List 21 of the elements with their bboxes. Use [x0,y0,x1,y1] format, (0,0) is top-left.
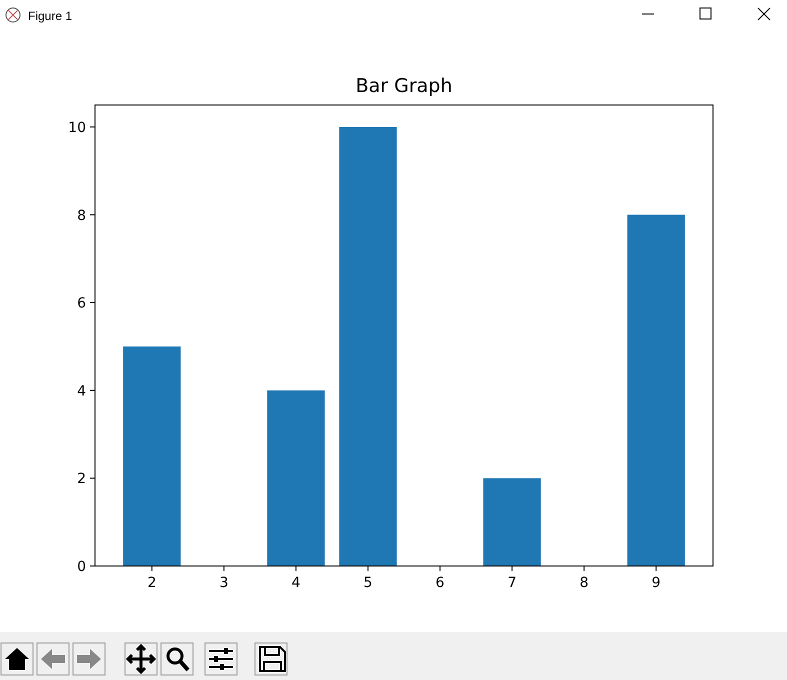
bar [483,478,541,566]
x-tick-label: 7 [508,575,517,591]
chart-title: Bar Graph [356,75,452,97]
y-tick-label: 6 [77,296,86,312]
caption: Figure 1 [28,9,72,23]
x-tick-label: 6 [436,575,445,591]
x-tick-label: 4 [291,575,300,591]
y-tick-label: 8 [77,208,86,224]
bar [627,214,685,566]
bar [339,126,397,566]
x-tick-label: 2 [147,575,156,591]
y-tick-label: 4 [77,383,86,400]
bar [123,346,181,566]
y-tick-label: 10 [68,120,86,136]
y-tick-label: 0 [77,559,86,575]
y-tick-label: 2 [77,471,86,488]
x-tick-label: 8 [580,575,589,591]
x-tick-label: 9 [652,575,661,591]
x-tick-label: 3 [219,575,228,591]
x-tick-label: 5 [364,575,372,591]
bar [267,390,325,566]
